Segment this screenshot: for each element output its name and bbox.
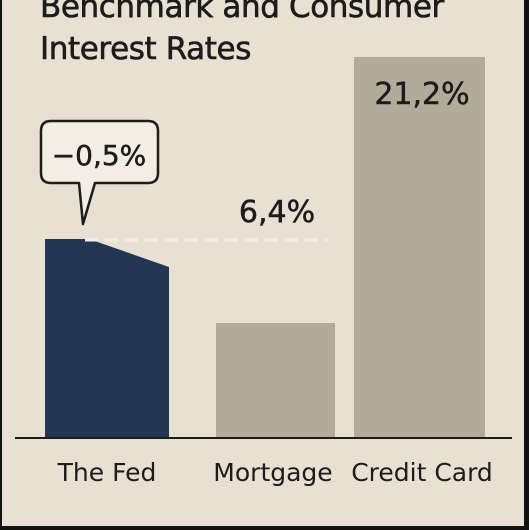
- chart-title-line-1: Benchmark and Consumer: [40, 0, 445, 25]
- category-label-mortgage: Mortgage: [213, 458, 332, 487]
- bar-the-fed: [45, 239, 169, 438]
- category-label-the-fed: The Fed: [57, 458, 157, 487]
- chart-title-line-2: Interest Rates: [40, 31, 252, 68]
- bar-mortgage: [216, 322, 335, 438]
- value-label-mortgage: 6,4%: [239, 195, 315, 230]
- value-label-credit-card: 21,2%: [374, 77, 469, 112]
- category-label-credit-card: Credit Card: [351, 458, 493, 487]
- bar-credit-card: [354, 57, 485, 438]
- chart-title: Benchmark and Consumer Interest Rates: [40, 0, 445, 70]
- value-label-the-fed: −0,5%: [52, 139, 147, 172]
- fed-callout-bubble: [39, 119, 160, 226]
